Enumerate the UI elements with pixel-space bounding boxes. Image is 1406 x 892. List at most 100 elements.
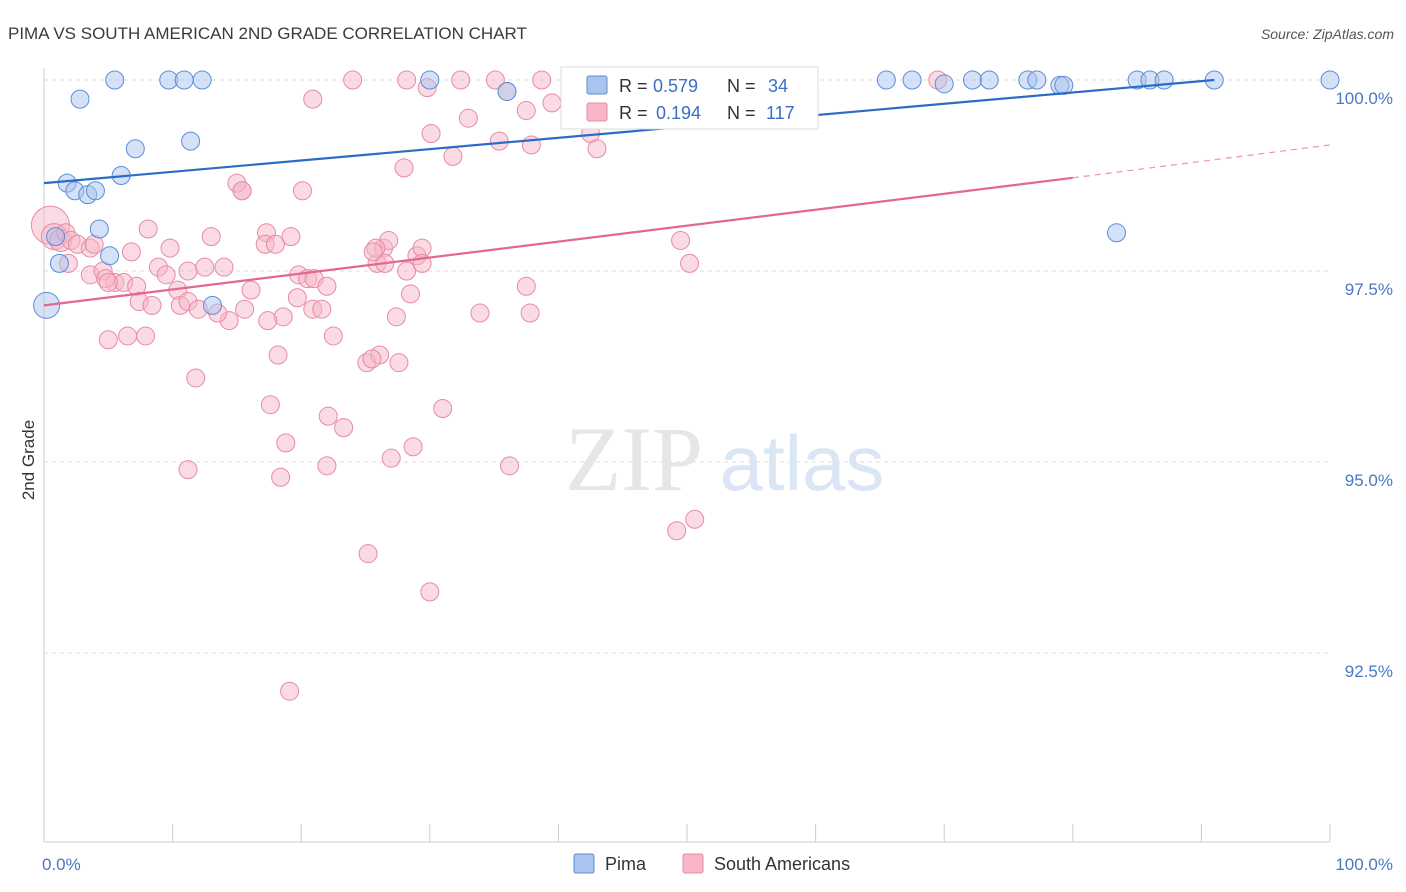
sa-point-10: [138, 219, 158, 239]
pima-point-22: [181, 131, 201, 151]
pima-point-5: [420, 70, 440, 90]
bottom-legend-pima: Pima: [605, 854, 647, 874]
sa-point-91: [458, 108, 478, 128]
pima-trend-line: [43, 78, 1215, 185]
pima-point-0: [70, 89, 90, 109]
sa-point-75: [401, 284, 421, 304]
bottom-legend-swatch-pima: [573, 853, 595, 874]
sa-point-42: [156, 265, 176, 285]
pima-point-7: [876, 70, 896, 90]
y-tick-label-2: 95.0%: [1345, 471, 1393, 490]
sa-point-33: [258, 311, 278, 331]
sa-point-97: [542, 93, 562, 113]
sa-point-88: [485, 70, 505, 90]
sa-point-13: [195, 257, 215, 277]
pima-point-29: [46, 227, 66, 247]
sa-point-94: [443, 146, 463, 166]
pima-point-3: [174, 70, 194, 90]
pima-point-20: [1320, 70, 1340, 90]
sa-point-40: [142, 295, 162, 315]
sa-point-56: [303, 89, 323, 109]
sa-point-102: [500, 456, 520, 476]
x-tick-right: 100.0%: [1335, 855, 1393, 874]
sa-point-14: [201, 227, 221, 247]
sa-point-48: [98, 272, 118, 292]
sa-point-53: [268, 345, 288, 365]
sa-point-105: [280, 681, 300, 701]
watermark: ZIP atlas: [565, 408, 884, 510]
pima-point-33: [1107, 223, 1127, 243]
sa-point-18: [241, 280, 261, 300]
pima-point-21: [125, 139, 145, 159]
sa-point-113: [587, 139, 607, 159]
pima-point-30: [49, 253, 69, 273]
sa-point-24: [265, 234, 285, 254]
sa-point-93: [394, 158, 414, 178]
pima-point-4: [192, 70, 212, 90]
sa-trend-line: [43, 176, 1073, 307]
pima-point-31: [100, 246, 120, 266]
sa-point-25: [281, 227, 301, 247]
sa-point-19: [235, 299, 255, 319]
pima-point-18: [1154, 70, 1174, 90]
sa-point-63: [381, 448, 401, 468]
sa-point-65: [178, 460, 198, 480]
legend-n-label-sa: N =: [727, 103, 756, 123]
sa-point-60: [276, 433, 296, 453]
legend-n-value-sa: 117: [766, 103, 795, 123]
sa-point-12: [178, 261, 198, 281]
bottom-legend-swatch-south-americans: [682, 853, 704, 874]
sa-point-80: [433, 399, 453, 419]
pima-point-1: [105, 70, 125, 90]
chart-title: PIMA VS SOUTH AMERICAN 2ND GRADE CORRELA…: [8, 24, 527, 43]
legend-n-label-pima: N =: [727, 76, 756, 96]
sa-point-89: [532, 70, 552, 90]
legend-r-label-pima: R =: [619, 76, 648, 96]
chart-source: Source: ZipAtlas.com: [1261, 26, 1394, 42]
axes: [43, 68, 1331, 843]
sa-point-28: [287, 288, 307, 308]
pima-point-27: [85, 181, 105, 201]
legend-swatch-pima: [586, 75, 608, 95]
sa-point-55: [292, 181, 312, 201]
sa-trend-line-extension: [1072, 144, 1331, 179]
sa-point-106: [520, 303, 540, 323]
legend-r-value-pima: 0.579: [653, 76, 698, 96]
pima-point-13: [1027, 70, 1047, 90]
sa-point-76: [386, 307, 406, 327]
bottom-legend: Pima South Americans: [573, 853, 850, 874]
sa-point-79: [403, 437, 423, 457]
sa-point-58: [318, 406, 338, 426]
sa-point-59: [334, 418, 354, 438]
pima-point-9: [934, 74, 954, 94]
sa-point-15: [214, 257, 234, 277]
sa-point-9: [121, 242, 141, 262]
pima-point-28: [89, 219, 109, 239]
sa-point-111: [363, 242, 383, 262]
y-tick-labels: 100.0% 97.5% 95.0% 92.5%: [1335, 89, 1393, 681]
y-axis-label: 2nd Grade: [19, 420, 38, 500]
legend-n-value-pima: 34: [768, 76, 788, 96]
pima-points: [33, 70, 1340, 319]
legend-swatch-south-americans: [586, 102, 608, 122]
sa-point-114: [685, 509, 705, 529]
sa-point-11: [160, 238, 180, 258]
sa-point-57: [260, 395, 280, 415]
sa-point-107: [680, 253, 700, 273]
sa-point-98: [516, 101, 536, 121]
sa-point-31: [323, 326, 343, 346]
sa-point-61: [317, 456, 337, 476]
sa-point-86: [397, 70, 417, 90]
pima-point-32: [202, 295, 222, 315]
sa-point-64: [271, 467, 291, 487]
watermark-atlas: atlas: [720, 419, 885, 507]
sa-point-92: [421, 123, 441, 143]
legend-box: R = 0.579 N = 34 R = 0.194 N = 117: [560, 66, 819, 130]
sa-point-50: [118, 326, 138, 346]
south-americans-points: [30, 70, 948, 701]
sa-point-52: [186, 368, 206, 388]
trend-lines: [43, 78, 1331, 307]
y-tick-label-1: 97.5%: [1345, 280, 1393, 299]
y-tick-label-0: 100.0%: [1335, 89, 1393, 108]
